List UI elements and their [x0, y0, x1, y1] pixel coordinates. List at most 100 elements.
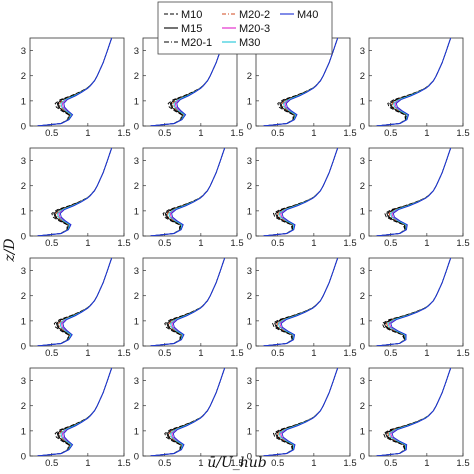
- x-tick-label: 1: [424, 238, 429, 249]
- series-group: [37, 368, 113, 456]
- y-tick-label: 2: [21, 181, 26, 192]
- series-group: [263, 38, 339, 126]
- series-group: [376, 258, 452, 346]
- series-line-m40: [376, 368, 452, 456]
- series-group: [263, 258, 339, 346]
- legend-label-m30: M30: [239, 37, 260, 49]
- x-tick-label: 1.5: [230, 238, 243, 249]
- x-tick-label: 1.5: [343, 238, 356, 249]
- subplot-r2c2: 0.5 1 1.5 0 1 2 3: [134, 147, 244, 249]
- subplot-frame: [255, 367, 351, 457]
- subplot-r3c2: 0.5 1 1.5 0 1 2 3: [134, 257, 244, 359]
- y-tick-label: 0: [134, 452, 139, 463]
- x-tick-label: 1: [424, 348, 429, 359]
- x-tick-label: 1: [198, 238, 203, 249]
- y-tick-label: 0: [360, 122, 365, 133]
- y-tick-label: 2: [21, 71, 26, 82]
- x-tick-label: 1.5: [456, 238, 469, 249]
- y-tick-label: 0: [247, 452, 252, 463]
- subplot-r4c3: 0.5 1 1.5 0 1 2 3: [247, 367, 357, 469]
- x-tick-label: 0.5: [158, 238, 171, 249]
- series-line-m40: [37, 148, 113, 236]
- subplot-frame: [29, 367, 125, 457]
- x-tick-label: 1: [311, 348, 316, 359]
- series-group: [376, 38, 452, 126]
- y-axis-label: z/D: [2, 238, 18, 262]
- y-tick-label: 3: [21, 376, 26, 387]
- x-tick-label: 0.5: [45, 128, 58, 139]
- series-line-m40: [263, 258, 339, 346]
- x-tick-label: 0.5: [271, 238, 284, 249]
- subplot-r3c4: 0.5 1 1.5 0 1 2 3: [360, 257, 470, 359]
- series-line-m40: [150, 368, 226, 456]
- subplot-frame: [368, 37, 464, 127]
- y-tick-label: 2: [360, 291, 365, 302]
- legend-label-m15: M15: [181, 23, 202, 35]
- subplot-r3c3: 0.5 1 1.5 0 1 2 3: [247, 257, 357, 359]
- y-tick-label: 1: [360, 426, 365, 437]
- legend-items: M10 M20-2 M40 M15 M20-3 M20-1 M30: [164, 9, 318, 49]
- series-group: [263, 368, 339, 456]
- y-tick-label: 3: [21, 46, 26, 57]
- y-tick-label: 3: [247, 156, 252, 167]
- subplot-frame: [255, 257, 351, 347]
- x-tick-label: 1: [85, 238, 90, 249]
- x-tick-label: 1.5: [456, 348, 469, 359]
- subplot-frame: [29, 37, 125, 127]
- subplot-r3c1: 0.5 1 1.5 0 1 2 3: [21, 257, 131, 359]
- x-tick-label: 0.5: [384, 348, 397, 359]
- series-line-m10: [150, 368, 226, 456]
- y-tick-label: 3: [134, 376, 139, 387]
- series-group: [376, 368, 452, 456]
- x-tick-label: 1: [424, 458, 429, 469]
- subplot-frame: [368, 257, 464, 347]
- y-tick-label: 3: [360, 376, 365, 387]
- series-line-m40: [376, 258, 452, 346]
- x-tick-label: 1.5: [117, 128, 130, 139]
- legend-label-m20-2: M20-2: [239, 9, 270, 21]
- y-tick-label: 2: [21, 291, 26, 302]
- series-line-m40: [150, 38, 226, 126]
- x-tick-label: 1.5: [343, 458, 356, 469]
- subplot-frame: [29, 147, 125, 237]
- y-tick-label: 1: [247, 426, 252, 437]
- y-tick-label: 3: [360, 266, 365, 277]
- y-tick-label: 2: [247, 71, 252, 82]
- y-tick-label: 0: [360, 232, 365, 243]
- x-tick-label: 0.5: [384, 458, 397, 469]
- subplot-r4c2: 0.5 1 1.5 0 1 2 3: [134, 367, 244, 469]
- x-tick-label: 1.5: [456, 458, 469, 469]
- x-tick-label: 0.5: [45, 348, 58, 359]
- x-tick-label: 1.5: [230, 458, 243, 469]
- subplot-r2c3: 0.5 1 1.5 0 1 2 3: [247, 147, 357, 249]
- x-tick-label: 0.5: [271, 128, 284, 139]
- legend-label-m40: M40: [297, 9, 318, 21]
- series-line-m10: [150, 258, 226, 346]
- series-line-m40: [150, 148, 226, 236]
- y-tick-label: 3: [247, 266, 252, 277]
- y-tick-label: 2: [247, 181, 252, 192]
- subplot-r2c4: 0.5 1 1.5 0 1 2 3: [360, 147, 470, 249]
- subplot-frame: [368, 367, 464, 457]
- series-line-m10: [37, 148, 113, 236]
- x-tick-label: 0.5: [271, 458, 284, 469]
- y-tick-label: 3: [21, 156, 26, 167]
- x-tick-label: 1.5: [230, 348, 243, 359]
- x-tick-label: 0.5: [158, 348, 171, 359]
- y-tick-label: 0: [360, 452, 365, 463]
- subplot-frame: [142, 147, 238, 237]
- x-tick-label: 0.5: [384, 238, 397, 249]
- x-tick-label: 0.5: [158, 458, 171, 469]
- x-tick-label: 0.5: [271, 348, 284, 359]
- y-tick-label: 0: [21, 122, 26, 133]
- series-group: [37, 258, 113, 346]
- y-tick-label: 0: [134, 122, 139, 133]
- subplot-frame: [142, 367, 238, 457]
- x-tick-label: 0.5: [45, 458, 58, 469]
- x-tick-label: 0.5: [45, 238, 58, 249]
- series-line-m10: [263, 38, 339, 126]
- y-tick-label: 1: [134, 426, 139, 437]
- y-tick-label: 0: [21, 232, 26, 243]
- y-tick-label: 3: [360, 46, 365, 57]
